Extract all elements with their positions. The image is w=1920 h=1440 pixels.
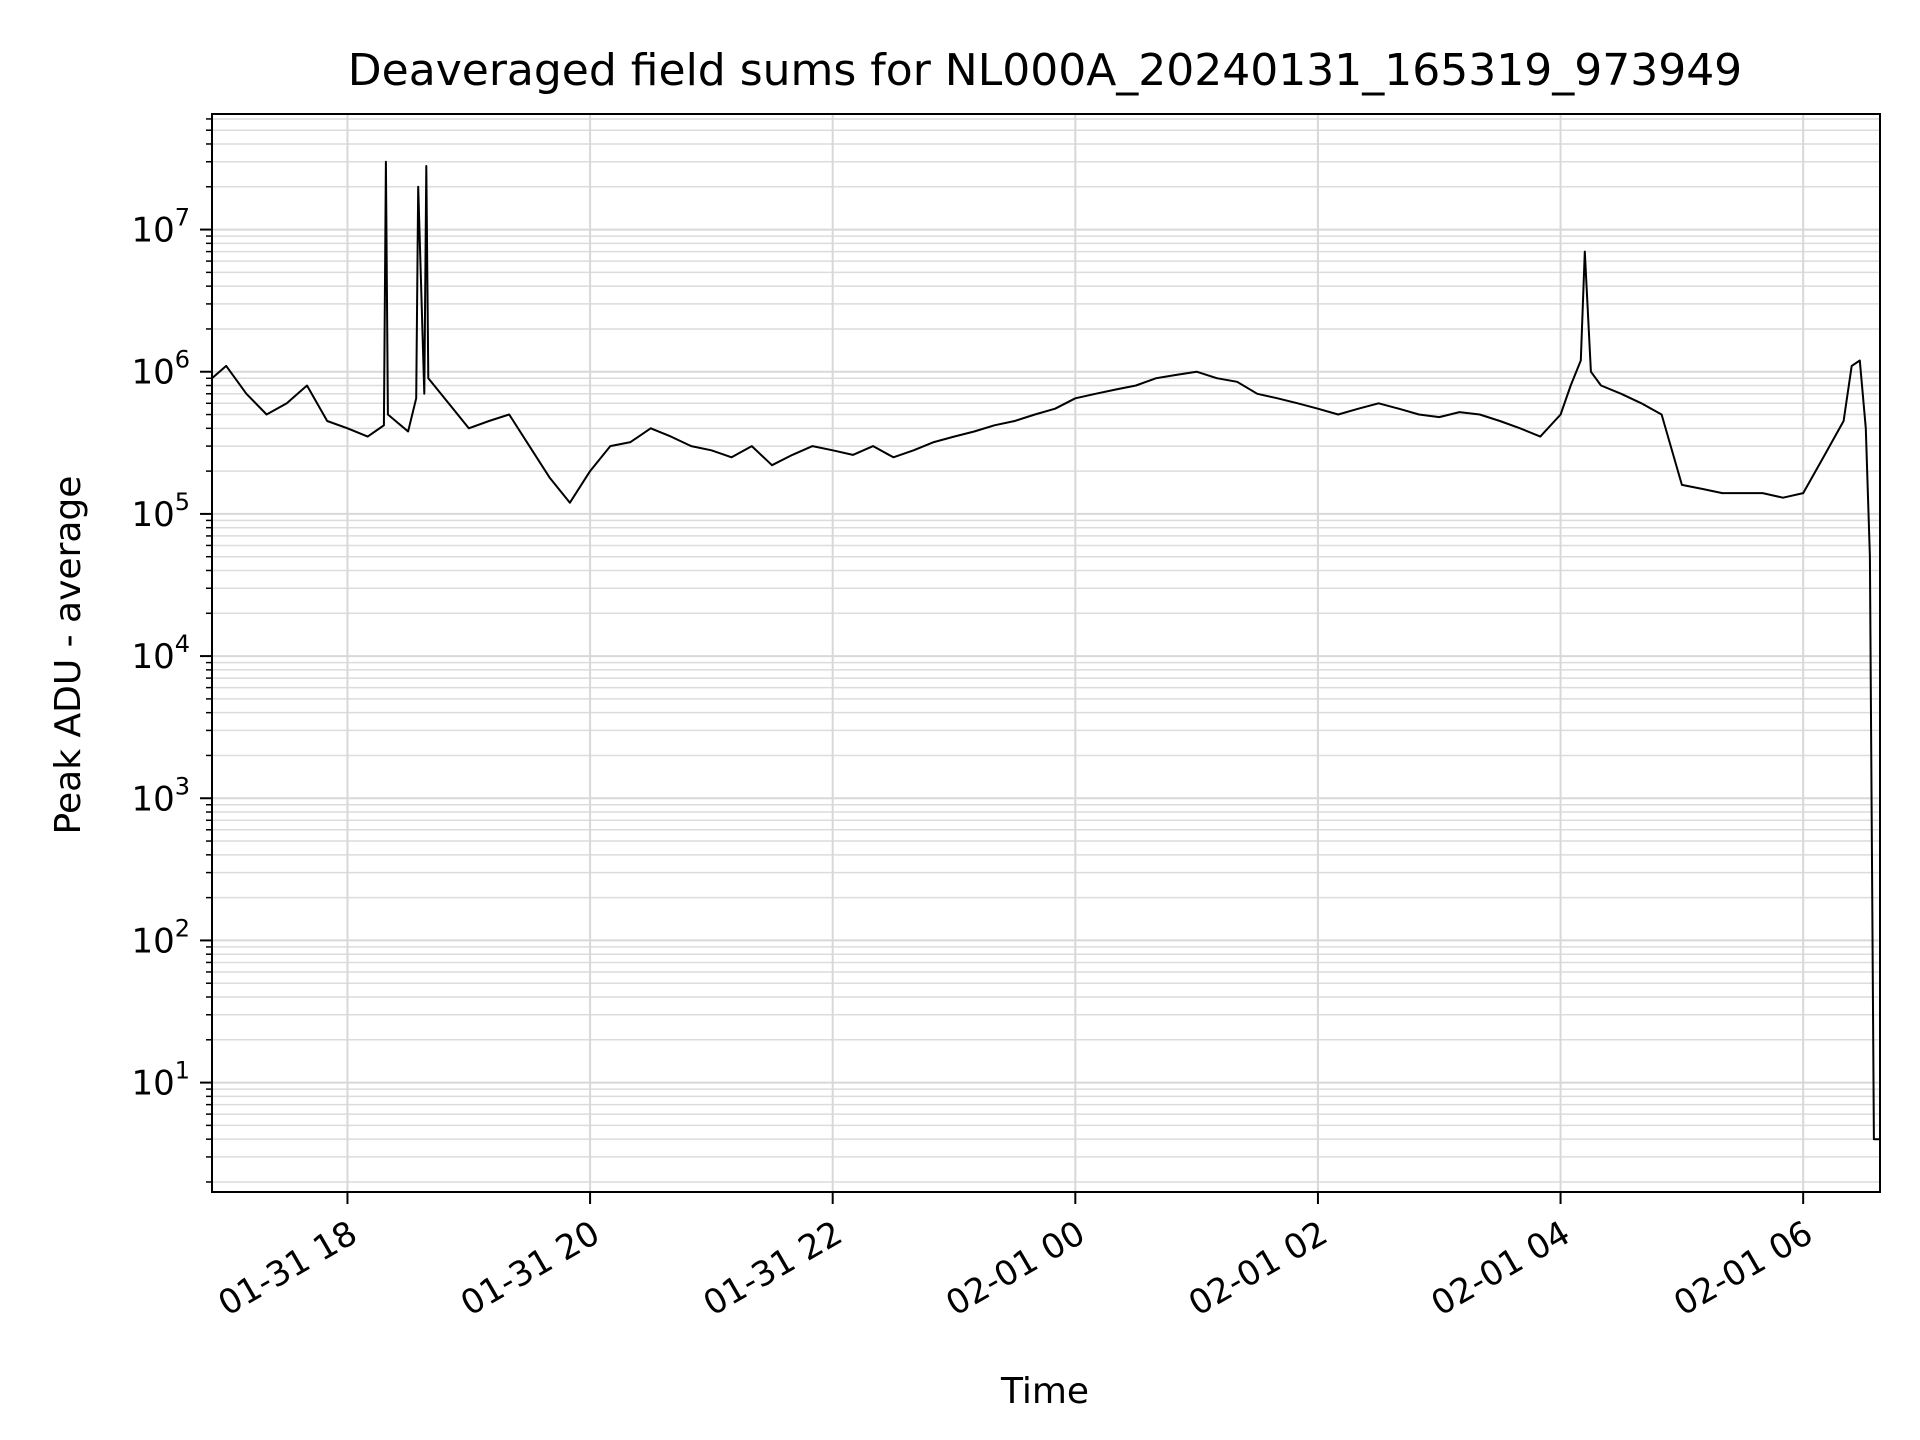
y-tick-label: 106 — [131, 346, 190, 393]
y-tick-label: 107 — [131, 204, 190, 251]
y-tick-label: 101 — [131, 1057, 190, 1104]
y-axis: 101 102 103 104 105 106 107 — [131, 118, 212, 1183]
y-tick-label: 104 — [131, 630, 190, 677]
y-tick-label: 102 — [131, 914, 190, 961]
plot-frame — [211, 113, 1881, 1193]
grid — [212, 114, 1880, 1192]
y-tick-label: 105 — [131, 488, 190, 535]
series-line — [211, 160, 1880, 1141]
x-axis-label: Time — [1000, 1371, 1089, 1412]
y-axis-label: Peak ADU - average — [48, 476, 89, 835]
y-tick-label: 103 — [131, 772, 190, 819]
series-layer — [211, 160, 1880, 1141]
chart-title: Deaveraged field sums for NL000A_2024013… — [348, 45, 1742, 96]
